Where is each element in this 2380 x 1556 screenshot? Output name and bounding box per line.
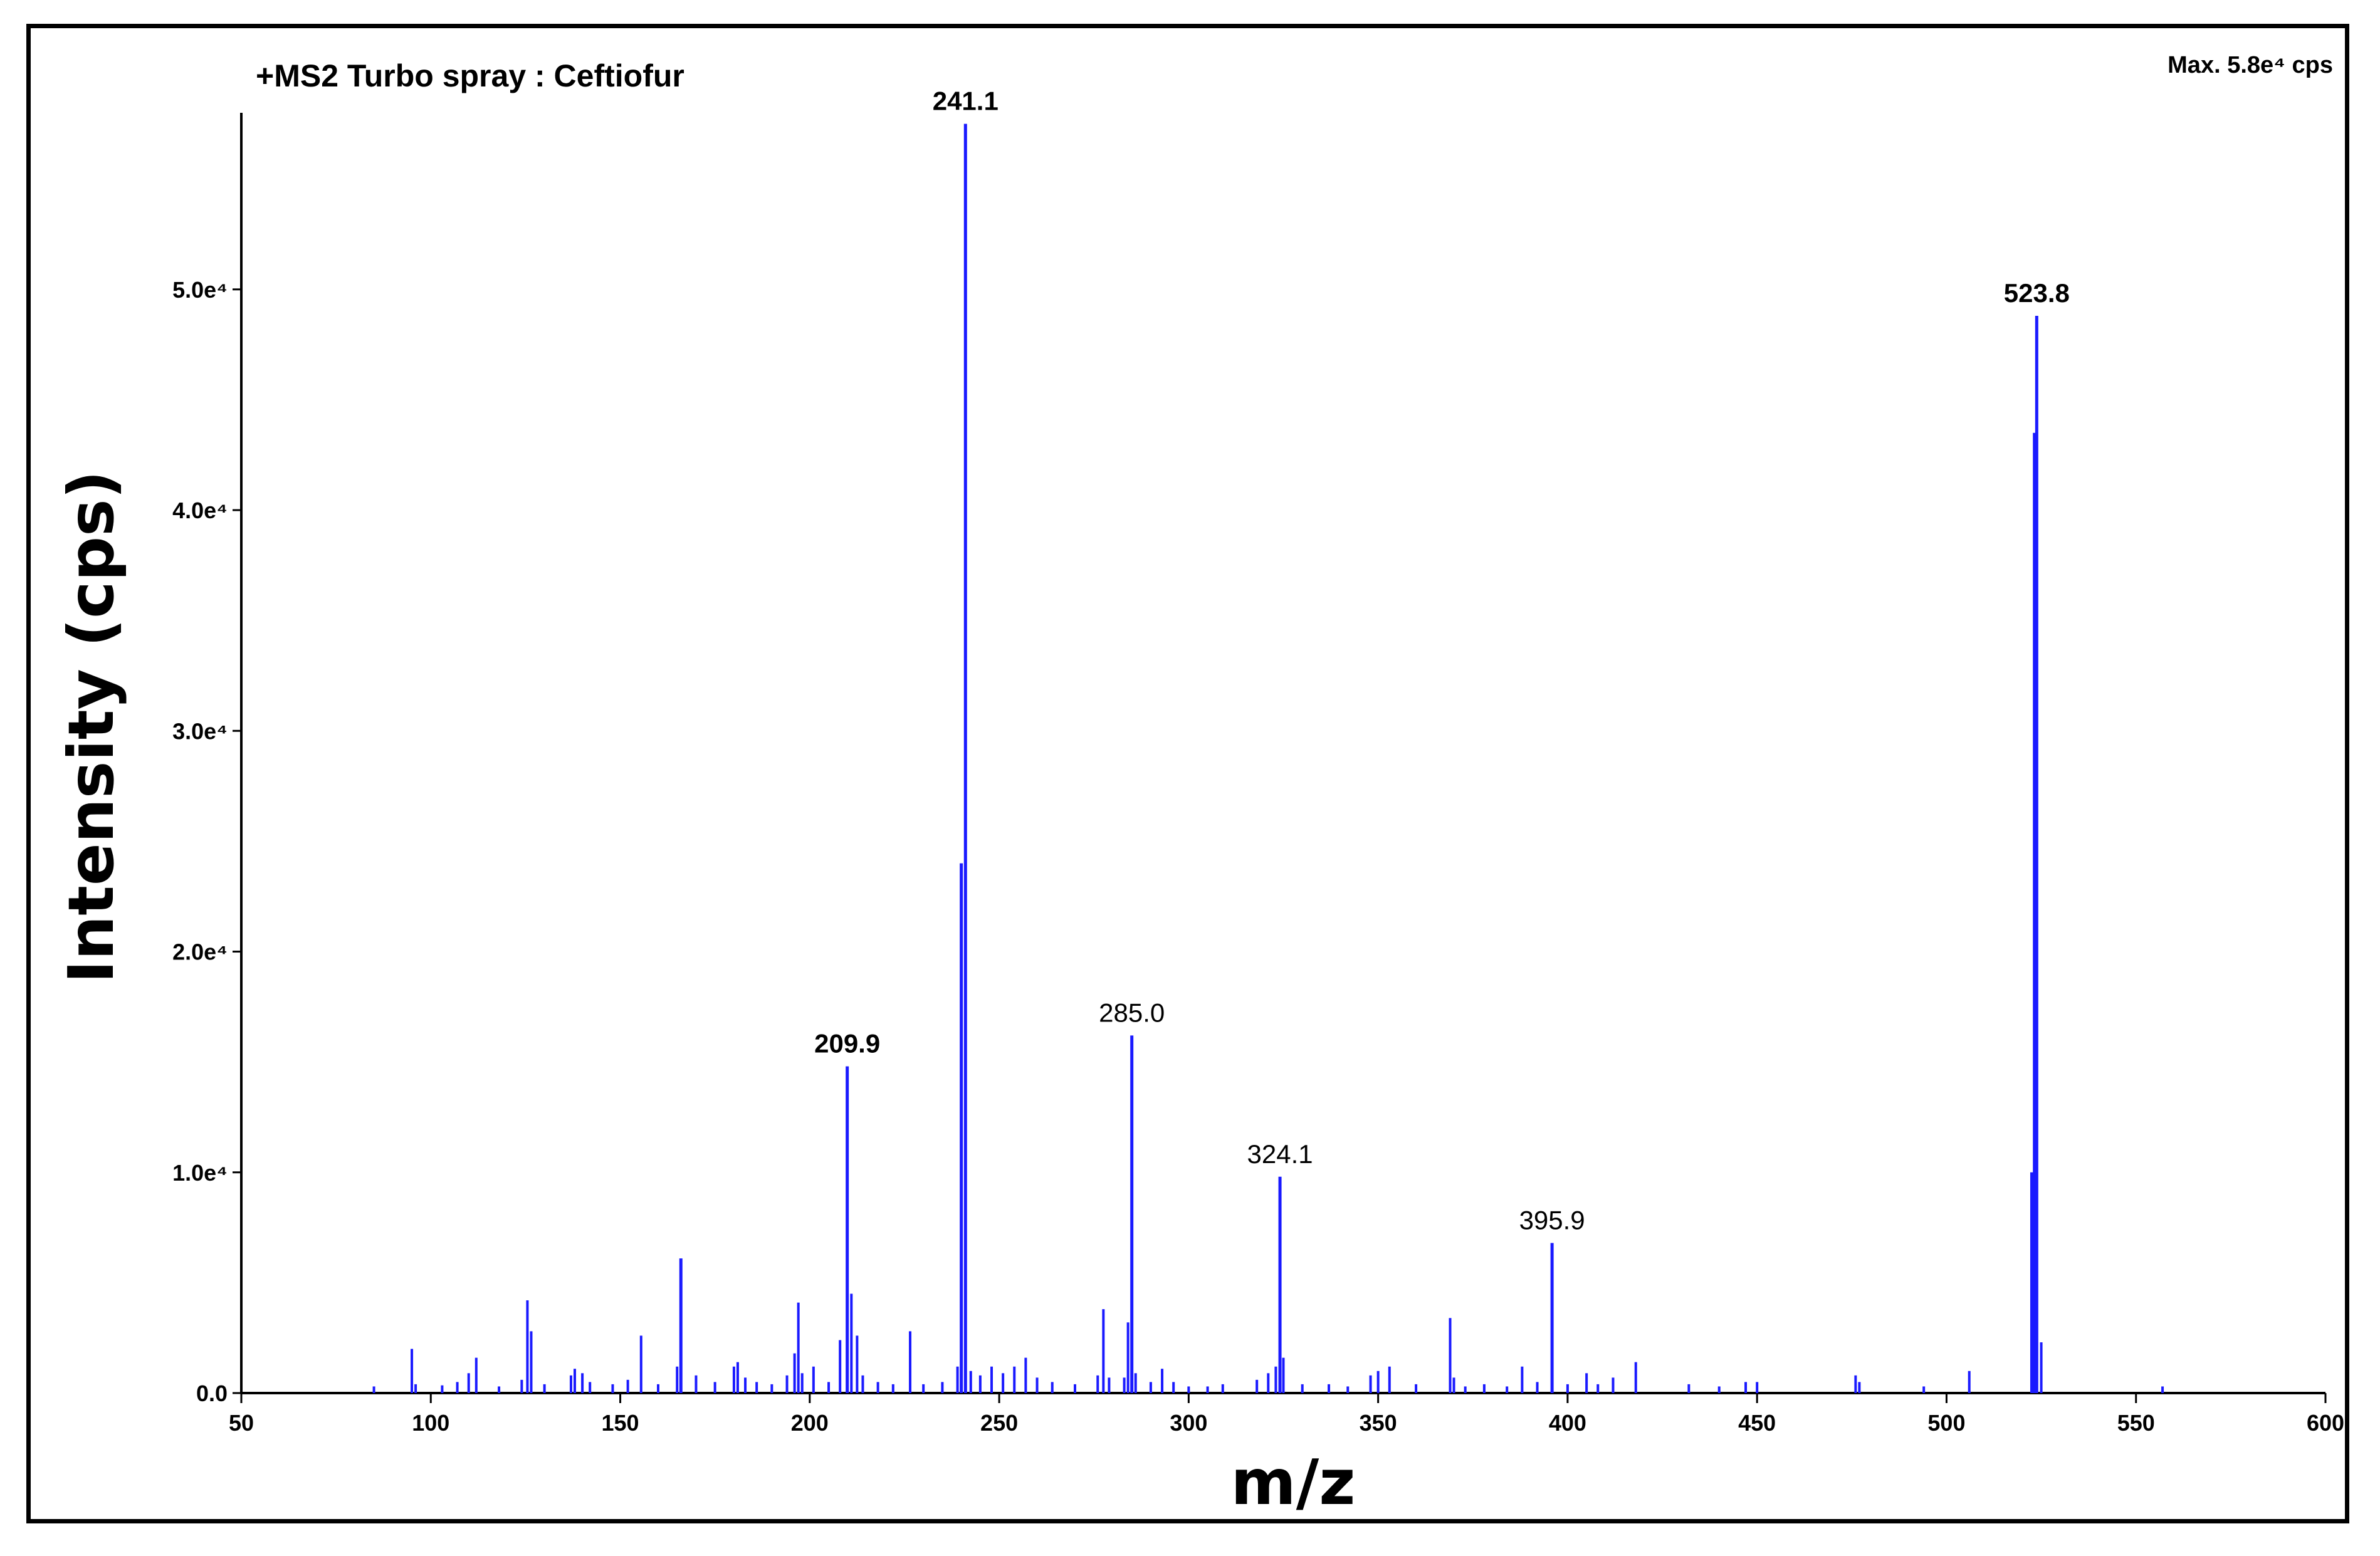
x-tick-label: 300 (1170, 1410, 1207, 1436)
x-tick-label: 50 (229, 1410, 254, 1436)
x-tick-label: 550 (2117, 1410, 2155, 1436)
spectrum-peaks (372, 123, 2164, 1393)
figure-frame (26, 24, 2349, 1523)
peak-label: 209.9 (814, 1029, 880, 1058)
peak-label: 285.0 (1099, 998, 1165, 1027)
y-tick-label: 3.0e⁴ (172, 718, 228, 744)
x-tick-label: 600 (2307, 1410, 2344, 1436)
max-intensity-label: Max. 5.8e⁴ cps (2168, 52, 2333, 78)
x-tick-label: 400 (1549, 1410, 1586, 1436)
peak-annotations: 209.9 241.1 285.0 324.1 395.9 523.8 (814, 86, 2070, 1235)
x-tick-label: 350 (1360, 1410, 1397, 1436)
x-tick-label: 250 (980, 1410, 1018, 1436)
y-tick-label: 0.0 (196, 1381, 228, 1406)
y-tick-label: 2.0e⁴ (172, 939, 228, 965)
peak-label: 395.9 (1519, 1205, 1585, 1235)
peak-label: 324.1 (1247, 1139, 1313, 1169)
x-axis-title: m/z (1231, 1446, 1356, 1519)
y-tick-label: 4.0e⁴ (172, 498, 228, 523)
x-tick-label: 500 (1927, 1410, 1965, 1436)
y-axis-title: Intensity (cps) (55, 471, 128, 984)
x-axis-ticks: 50 100 150 200 250 300 350 400 450 500 550 600 (229, 1393, 2344, 1436)
x-tick-label: 100 (412, 1410, 449, 1436)
x-tick-label: 150 (602, 1410, 639, 1436)
x-tick-label: 200 (791, 1410, 829, 1436)
peak-label: 523.8 (2004, 278, 2070, 308)
chart-title: +MS2 Turbo spray : Ceftiofur (256, 58, 684, 93)
y-tick-label: 5.0e⁴ (172, 277, 228, 303)
y-axis-ticks: 0.0 1.0e⁴ 2.0e⁴ 3.0e⁴ 4.0e⁴ 5.0e⁴ (172, 277, 241, 1406)
peak-label: 241.1 (933, 86, 999, 116)
x-tick-label: 450 (1738, 1410, 1776, 1436)
y-tick-label: 1.0e⁴ (172, 1160, 228, 1186)
